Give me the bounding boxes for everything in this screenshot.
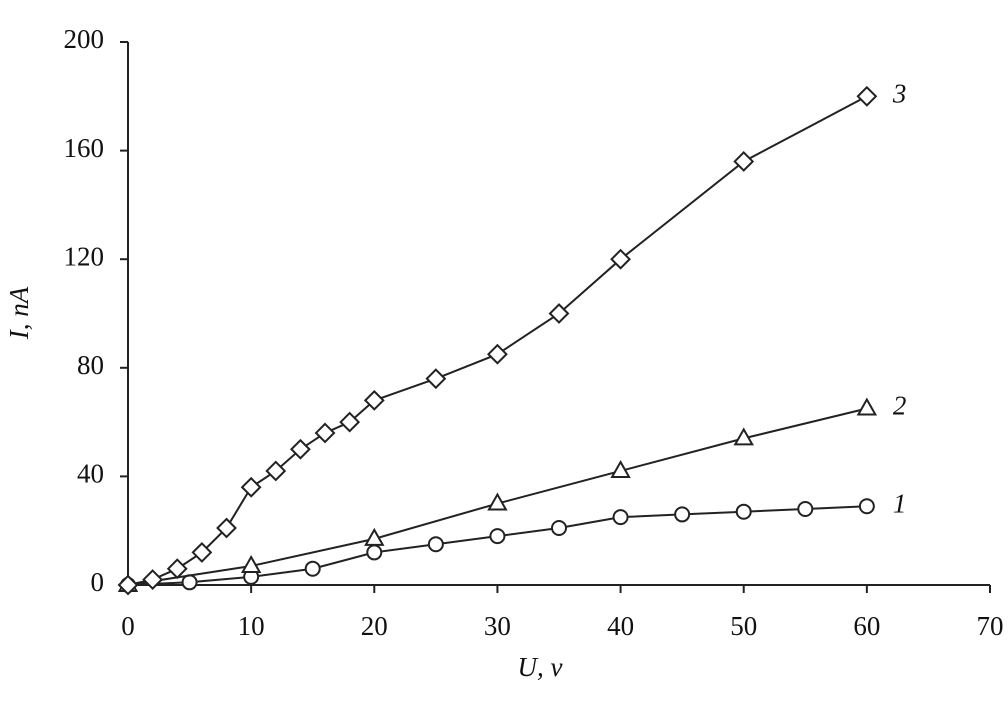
y-tick-label: 200 xyxy=(64,24,105,54)
x-tick-label: 50 xyxy=(730,611,757,641)
data-point xyxy=(314,422,336,444)
data-point xyxy=(733,151,755,172)
data-point xyxy=(142,569,164,590)
data-point xyxy=(612,509,629,526)
x-tick-label: 0 xyxy=(121,611,135,641)
data-point xyxy=(610,459,631,478)
x-tick-label: 70 xyxy=(977,611,1004,641)
y-tick-label: 160 xyxy=(64,133,105,163)
data-point xyxy=(427,536,444,553)
data-point xyxy=(487,492,508,511)
series-line xyxy=(127,505,867,586)
y-axis-label: I, nA xyxy=(4,286,34,340)
data-point xyxy=(240,554,262,573)
data-point xyxy=(117,574,139,596)
data-point xyxy=(425,368,447,390)
data-point xyxy=(733,427,754,446)
data-point xyxy=(366,544,383,561)
y-tick-label: 80 xyxy=(77,350,104,380)
data-point xyxy=(858,498,875,515)
x-tick-label: 10 xyxy=(238,611,265,641)
data-point xyxy=(735,503,752,520)
data-point xyxy=(363,389,385,411)
series-label: 1 xyxy=(893,488,907,518)
data-point xyxy=(551,519,567,536)
data-point xyxy=(674,506,691,523)
x-tick-label: 60 xyxy=(853,611,880,641)
data-point xyxy=(181,574,198,591)
data-point xyxy=(240,476,262,498)
data-point xyxy=(339,411,361,433)
data-point xyxy=(289,438,311,460)
y-tick-label: 120 xyxy=(64,241,105,271)
series-label: 3 xyxy=(892,79,907,109)
data-point xyxy=(191,542,213,563)
y-tick-label: 0 xyxy=(91,567,105,597)
x-axis-label: U, v xyxy=(518,652,563,682)
x-tick-label: 30 xyxy=(484,611,511,641)
y-tick-label: 40 xyxy=(77,459,104,489)
data-point xyxy=(364,527,385,546)
data-point xyxy=(265,460,287,482)
data-point xyxy=(216,517,237,539)
data-point xyxy=(797,500,814,517)
data-point xyxy=(856,397,878,416)
x-tick-label: 40 xyxy=(607,611,634,641)
data-point xyxy=(304,560,321,577)
data-point xyxy=(166,558,188,580)
data-point xyxy=(610,248,631,270)
data-point xyxy=(548,303,570,324)
data-point xyxy=(489,528,506,545)
x-tick-label: 20 xyxy=(361,611,388,641)
data-point xyxy=(487,343,508,365)
data-point xyxy=(856,85,878,107)
series-label: 2 xyxy=(893,391,907,421)
